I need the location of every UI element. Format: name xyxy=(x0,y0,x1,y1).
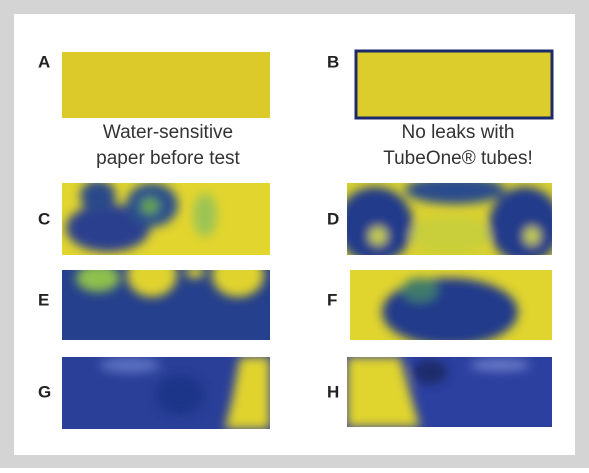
paper-image xyxy=(347,183,552,255)
paper-image xyxy=(354,49,554,120)
paper-image xyxy=(62,270,270,340)
panel-d: D xyxy=(327,183,552,255)
panel-label: A xyxy=(38,52,50,71)
paper-image xyxy=(350,270,552,340)
panel-b: B No leaks with TubeOne® tubes! xyxy=(327,49,554,169)
paper-image xyxy=(62,183,270,255)
panel-h: H xyxy=(327,357,552,427)
panel-g: G xyxy=(38,357,270,429)
panel-e: E xyxy=(38,270,270,340)
paper-image xyxy=(347,357,552,427)
panel-f: F xyxy=(327,270,552,340)
panel-c: C xyxy=(38,183,270,255)
panel-label: C xyxy=(38,209,50,228)
caption: Water-sensitive xyxy=(103,122,233,143)
paper-image xyxy=(62,52,270,118)
panel-label: B xyxy=(327,52,339,71)
panel-a: A Water-sensitive paper before test xyxy=(38,52,270,169)
caption: No leaks with xyxy=(402,122,515,143)
panel-label: E xyxy=(38,290,49,309)
panel-label: F xyxy=(327,290,337,309)
caption: TubeOne® tubes! xyxy=(383,148,533,169)
paper-image xyxy=(62,357,270,429)
caption: paper before test xyxy=(96,148,240,169)
panel-label: H xyxy=(327,382,339,401)
panel-label: D xyxy=(327,209,339,228)
panel-label: G xyxy=(38,382,51,401)
